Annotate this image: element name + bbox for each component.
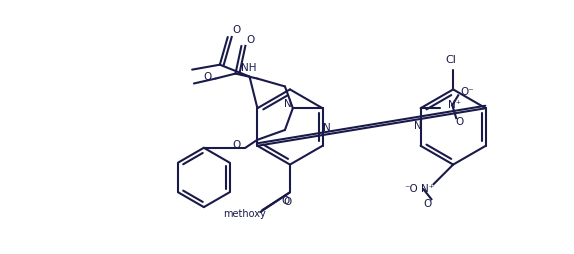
Text: N⁺: N⁺ <box>448 100 461 110</box>
Text: O: O <box>204 72 212 82</box>
Text: O: O <box>281 196 289 206</box>
Text: O: O <box>246 35 254 45</box>
Text: N: N <box>414 121 422 131</box>
Text: O: O <box>232 25 241 35</box>
Text: N⁺: N⁺ <box>421 184 434 194</box>
Text: methoxy: methoxy <box>223 209 266 219</box>
Text: N: N <box>284 99 292 109</box>
Text: ⁻O: ⁻O <box>405 184 418 194</box>
Text: O: O <box>423 199 432 209</box>
Text: Cl: Cl <box>446 55 457 65</box>
Text: O: O <box>232 140 241 150</box>
Text: NH: NH <box>241 63 256 73</box>
Text: O: O <box>455 117 463 127</box>
Text: N: N <box>323 123 331 133</box>
Text: O⁻: O⁻ <box>460 87 474 97</box>
Text: O: O <box>283 197 291 207</box>
